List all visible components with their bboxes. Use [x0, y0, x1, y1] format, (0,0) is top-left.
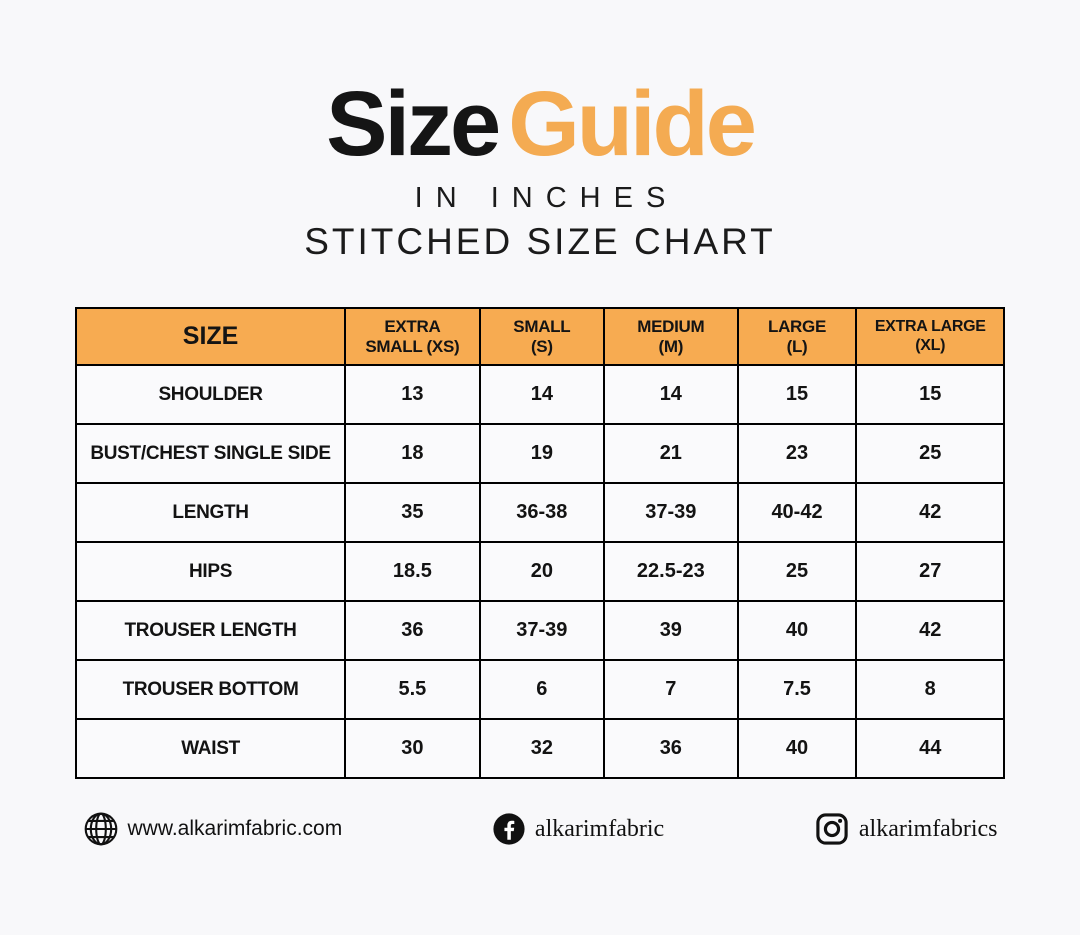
title-block: Size Guide IN INCHES STITCHED SIZE CHART	[0, 78, 1080, 263]
cell-value: 25	[736, 541, 858, 602]
table-row-length: LENGTH 35 36-38 37-39 40-42 42	[74, 482, 1005, 543]
row-label: TROUSER BOTTOM	[74, 659, 347, 720]
cell-value: 7	[603, 659, 739, 720]
cell-value: 15	[736, 364, 858, 425]
cell-value: 6	[478, 659, 606, 720]
cell-value: 14	[478, 364, 606, 425]
row-label: TROUSER LENGTH	[74, 600, 347, 661]
cell-value: 7.5	[736, 659, 858, 720]
title-word-size: Size	[326, 73, 501, 175]
globe-icon	[83, 811, 119, 847]
cell-value: 18.5	[344, 541, 481, 602]
cell-value: 8	[855, 659, 1005, 720]
table-row-trouser-length: TROUSER LENGTH 36 37-39 39 40 42	[74, 600, 1005, 661]
cell-value: 30	[344, 718, 481, 779]
cell-value: 22.5-23	[603, 541, 739, 602]
cell-value: 32	[478, 718, 606, 779]
row-label: BUST/CHEST SINGLE SIDE	[74, 423, 347, 484]
row-label: WAIST	[74, 718, 347, 779]
title-word-guide: Guide	[508, 73, 757, 175]
column-header-small: SMALL (S)	[478, 307, 606, 366]
cell-value: 40-42	[736, 482, 858, 543]
cell-value: 42	[855, 600, 1005, 661]
column-header-size: SIZE	[74, 307, 347, 366]
cell-value: 27	[855, 541, 1005, 602]
cell-value: 19	[478, 423, 606, 484]
cell-value: 44	[855, 718, 1005, 779]
cell-value: 42	[855, 482, 1005, 543]
page-title: Size Guide	[0, 78, 1080, 170]
facebook-handle: alkarimfabric	[534, 815, 665, 842]
cell-value: 40	[736, 600, 858, 661]
cell-value: 36	[344, 600, 481, 661]
column-header-extra-small: EXTRA SMALL (XS)	[344, 307, 481, 366]
cell-value: 36-38	[478, 482, 606, 543]
cell-value: 23	[736, 423, 858, 484]
cell-value: 39	[603, 600, 739, 661]
header-row: SIZE EXTRA SMALL (XS) SMALL (S) MEDIUM (…	[74, 307, 1005, 366]
cell-value: 40	[736, 718, 858, 779]
table-header: SIZE EXTRA SMALL (XS) SMALL (S) MEDIUM (…	[74, 307, 1005, 366]
cell-value: 37-39	[478, 600, 606, 661]
table-body: SHOULDER 13 14 14 15 15 BUST/CHEST SINGL…	[74, 364, 1005, 779]
column-header-large: LARGE (L)	[736, 307, 858, 366]
cell-value: 21	[603, 423, 739, 484]
column-header-medium: MEDIUM (M)	[603, 307, 739, 366]
cell-value: 35	[344, 482, 481, 543]
instagram-icon	[814, 811, 850, 847]
website-contact: www.alkarimfabric.com	[83, 811, 343, 847]
table-row-bust-chest: BUST/CHEST SINGLE SIDE 18 19 21 23 25	[74, 423, 1005, 484]
column-header-extra-large: EXTRA LARGE (XL)	[855, 307, 1005, 366]
row-label: SHOULDER	[74, 364, 347, 425]
cell-value: 5.5	[344, 659, 481, 720]
cell-value: 13	[344, 364, 481, 425]
table-row-waist: WAIST 30 32 36 40 44	[74, 718, 1005, 779]
table-row-shoulder: SHOULDER 13 14 14 15 15	[74, 364, 1005, 425]
cell-value: 18	[344, 423, 481, 484]
instagram-contact: alkarimfabrics	[814, 811, 998, 847]
cell-value: 37-39	[603, 482, 739, 543]
cell-value: 15	[855, 364, 1005, 425]
size-chart-table: SIZE EXTRA SMALL (XS) SMALL (S) MEDIUM (…	[74, 307, 1005, 779]
row-label: HIPS	[74, 541, 347, 602]
table-row-hips: HIPS 18.5 20 22.5-23 25 27	[74, 541, 1005, 602]
cell-value: 36	[603, 718, 739, 779]
facebook-icon	[492, 812, 526, 846]
cell-value: 20	[478, 541, 606, 602]
table-row-trouser-bottom: TROUSER BOTTOM 5.5 6 7 7.5 8	[74, 659, 1005, 720]
subtitle-stitched-size-chart: STITCHED SIZE CHART	[304, 221, 776, 262]
subtitle-in-inches: IN INCHES	[414, 182, 679, 214]
facebook-contact: alkarimfabric	[492, 812, 664, 846]
instagram-handle: alkarimfabrics	[858, 815, 998, 842]
footer: www.alkarimfabric.com alkarimfabric alka…	[83, 811, 998, 847]
cell-value: 25	[855, 423, 1005, 484]
row-label: LENGTH	[74, 482, 347, 543]
cell-value: 14	[603, 364, 739, 425]
website-url: www.alkarimfabric.com	[127, 817, 343, 840]
